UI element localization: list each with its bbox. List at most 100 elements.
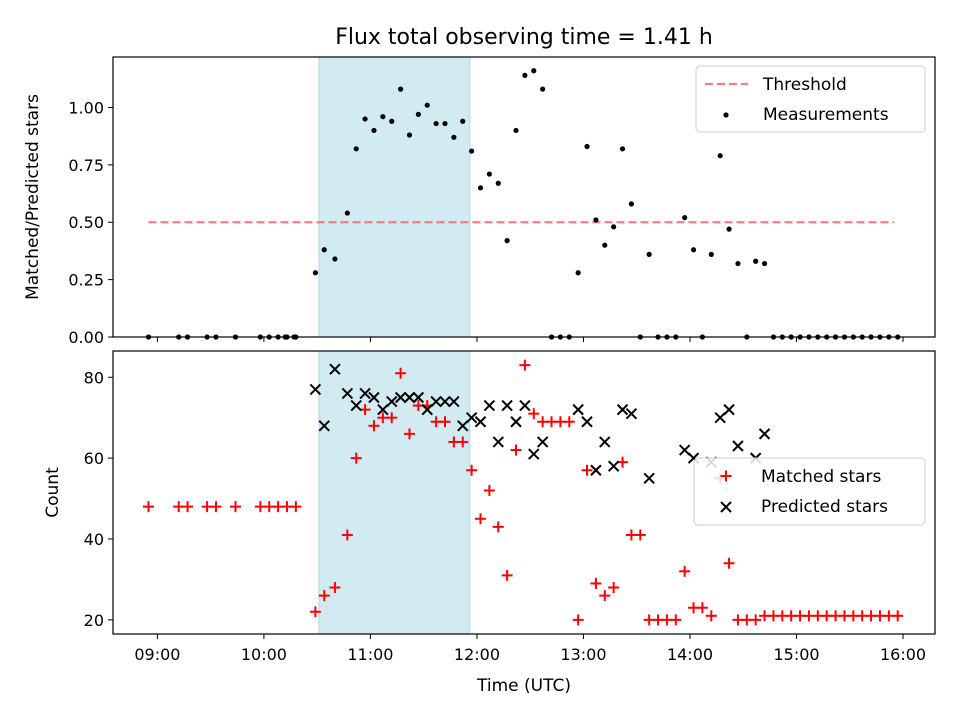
- predicted-star-point: [341, 387, 354, 400]
- y-tick-label: 0.25: [68, 271, 104, 290]
- legend-measurements-swatch: [723, 112, 729, 118]
- predicted-star-point: [607, 460, 620, 472]
- predicted-star-point: [368, 391, 380, 404]
- y-axis-label: Matched/Predicted stars: [23, 94, 43, 300]
- measurement-point: [690, 247, 697, 253]
- matched-star-point: [528, 408, 540, 420]
- matched-star-point: [403, 428, 415, 440]
- predicted-star-point: [616, 403, 629, 416]
- matched-star-point: [723, 557, 735, 569]
- matched-star-point: [670, 614, 682, 626]
- matched-star-point: [309, 606, 321, 618]
- predicted-star-point: [430, 395, 442, 408]
- measurement-point: [380, 114, 386, 120]
- measurement-point: [513, 127, 519, 134]
- predicted-star-point: [519, 399, 531, 412]
- matched-star-point: [590, 577, 602, 589]
- predicted-star-point: [412, 391, 425, 404]
- y-tick-label: 80: [84, 368, 104, 387]
- measurement-point: [406, 132, 413, 138]
- measurement-point: [332, 256, 338, 262]
- predicted-star-point: [732, 440, 744, 452]
- matched-star-point: [210, 501, 222, 513]
- predicted-star-point: [483, 399, 496, 412]
- top-panel: 0.00 0.25 0.50 0.75 1.00 Matched/Predicted st…: [23, 56, 936, 347]
- legend: Matched stars Predicted stars: [693, 457, 926, 526]
- matched-star-point: [519, 359, 531, 371]
- legend-matched-label: Matched stars: [761, 467, 881, 487]
- measurement-point: [433, 120, 439, 127]
- x-tick-label: 10:00: [241, 645, 287, 664]
- predicted-star-point: [377, 403, 389, 416]
- x-tick-label: 13:00: [560, 645, 606, 664]
- matched-star-point: [679, 565, 691, 577]
- predicted-star-point: [448, 395, 460, 408]
- matched-star-point: [510, 444, 522, 456]
- matched-star-point: [572, 614, 584, 626]
- matched-star-point: [143, 501, 155, 513]
- predicted-star-point: [318, 420, 330, 432]
- predicted-star-point: [536, 436, 549, 448]
- measurement-point: [761, 260, 768, 267]
- x-tick-label: 12:00: [454, 645, 500, 664]
- x-tick-label: 15:00: [773, 645, 819, 664]
- y-tick-label: 0.00: [68, 328, 104, 347]
- measurement-point: [602, 242, 608, 248]
- matched-star-point: [501, 569, 513, 581]
- measurement-point: [735, 260, 741, 267]
- measurement-point: [646, 251, 652, 257]
- predicted-star-point: [403, 391, 416, 404]
- x-tick-label: 16:00: [880, 645, 926, 664]
- matched-star-point: [492, 521, 504, 533]
- measurement-point: [628, 201, 635, 207]
- predicted-star-point: [678, 444, 691, 456]
- measurement-point: [371, 127, 377, 134]
- measurement-point: [575, 270, 581, 276]
- predicted-star-point: [394, 391, 407, 404]
- matched-star-point: [457, 436, 469, 448]
- predicted-star-point: [465, 412, 478, 424]
- predicted-star-point: [329, 363, 341, 375]
- matched-star-point: [350, 452, 362, 464]
- measurement-point: [726, 226, 732, 232]
- predicted-star-point: [599, 436, 611, 448]
- matched-star-point: [395, 367, 407, 379]
- bottom-panel: 20 40 60 80 09:00 10:00 11:00 12:00 13:00 14:00 15…: [43, 350, 936, 696]
- matched-star-point: [182, 501, 194, 513]
- predicted-star-point: [309, 383, 322, 396]
- predicted-star-point: [492, 436, 504, 448]
- predicted-star-point: [350, 399, 362, 412]
- measurement-point: [460, 118, 466, 124]
- predicted-star-point: [421, 403, 433, 416]
- legend-box: [695, 65, 926, 133]
- measurement-point: [424, 102, 430, 108]
- matched-star-point: [705, 610, 717, 622]
- shaded-span: [318, 57, 470, 337]
- measurement-point: [619, 146, 626, 152]
- measurement-point: [469, 148, 475, 154]
- legend-predicted-swatch: [720, 501, 732, 513]
- y-tick-label: 1.00: [68, 98, 104, 117]
- matched-star-point: [634, 529, 646, 541]
- measurement-point: [389, 118, 395, 124]
- measurement-point: [398, 86, 404, 92]
- matched-star-point: [563, 416, 575, 428]
- measurement-point: [495, 180, 501, 186]
- measurement-point: [717, 153, 723, 159]
- matched-star-point: [750, 614, 762, 626]
- measurement-point: [682, 215, 688, 221]
- predicted-star-point: [625, 407, 638, 420]
- legend-matched-swatch: [720, 470, 732, 482]
- y-tick-label: 0.50: [68, 213, 104, 232]
- measurement-point: [442, 120, 448, 127]
- measurement-point: [753, 258, 759, 264]
- matched-star-point: [892, 610, 904, 622]
- predicted-star-point: [572, 403, 584, 416]
- legend-predicted-label: Predicted stars: [761, 497, 888, 517]
- legend-measurements-label: Measurements: [763, 105, 889, 125]
- predicted-star-point: [714, 412, 726, 424]
- matched-star-point: [341, 529, 353, 541]
- measurement-point: [540, 86, 546, 92]
- measurement-point: [415, 111, 421, 117]
- measurement-point: [531, 68, 537, 74]
